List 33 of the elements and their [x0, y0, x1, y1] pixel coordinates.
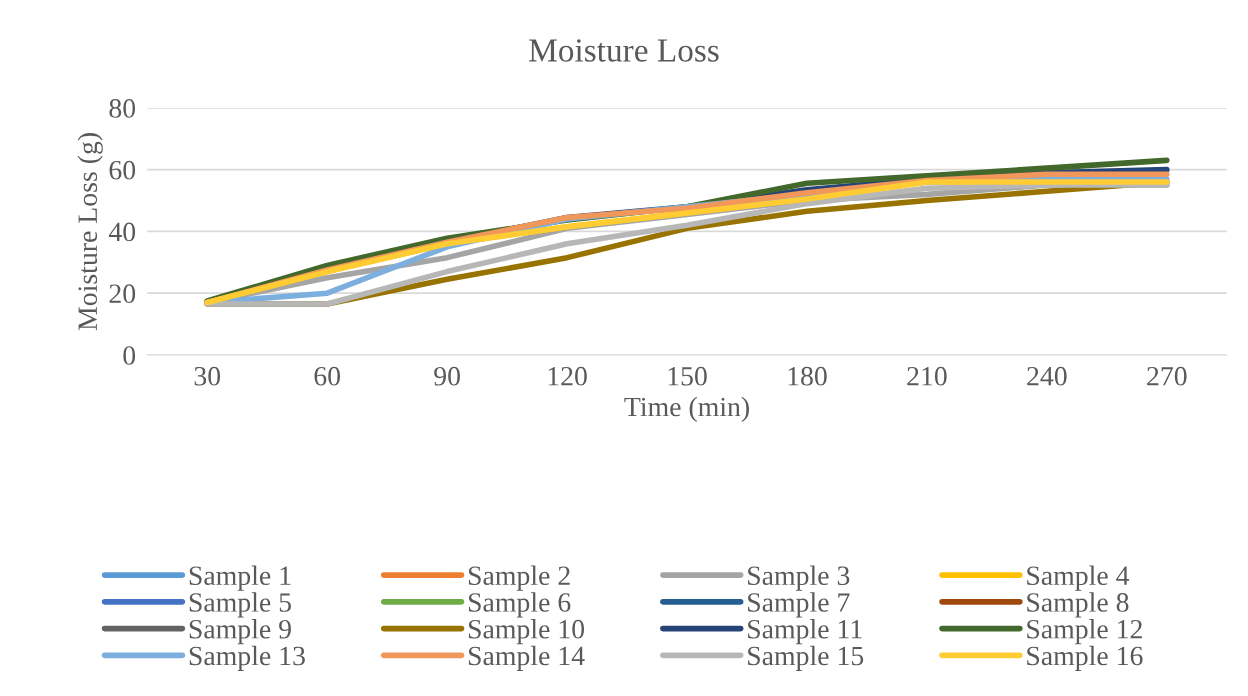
x-tick-label: 30 [194, 366, 221, 386]
x-tick-label: 180 [788, 366, 827, 386]
legend-label: Sample 4 [1027, 565, 1130, 591]
x-tick-label: 270 [1147, 366, 1187, 386]
legend-label: Sample 12 [1027, 619, 1142, 645]
chart-title: Moisture Loss [529, 39, 719, 62]
legend-label: Sample 13 [189, 645, 305, 671]
y-tick-label: 80 [109, 99, 136, 118]
y-tick-label: 60 [109, 160, 136, 180]
x-tick-label: 60 [314, 366, 341, 386]
legend-label: Sample 6 [468, 592, 571, 618]
legend-label: Sample 5 [189, 592, 291, 618]
legend-label: Sample 1 [189, 565, 291, 591]
x-tick-label: 150 [668, 366, 707, 386]
y-tick-label: 20 [109, 284, 136, 304]
legend-label: Sample 14 [468, 645, 585, 671]
x-tick-label: 240 [1027, 366, 1067, 386]
y-axis-title: Moisture Loss (g) [77, 133, 103, 331]
legend-label: Sample 15 [748, 645, 864, 671]
x-axis-title: Time (min) [624, 396, 749, 423]
legend-label: Sample 3 [748, 565, 850, 591]
legend-label: Sample 8 [1027, 592, 1129, 618]
legend-label: Sample 7 [748, 592, 850, 618]
legend-label: Sample 10 [468, 619, 585, 645]
x-tick-label: 120 [548, 366, 587, 386]
legend-label: Sample 9 [189, 619, 291, 645]
y-tick-label: 0 [123, 346, 136, 365]
x-tick-label: 210 [907, 366, 947, 386]
legend-label: Sample 2 [468, 565, 570, 591]
y-tick-label: 40 [108, 222, 136, 242]
legend-label: Sample 16 [1027, 645, 1143, 671]
legend-label: Sample 11 [748, 619, 862, 645]
x-tick-label: 90 [434, 366, 460, 386]
